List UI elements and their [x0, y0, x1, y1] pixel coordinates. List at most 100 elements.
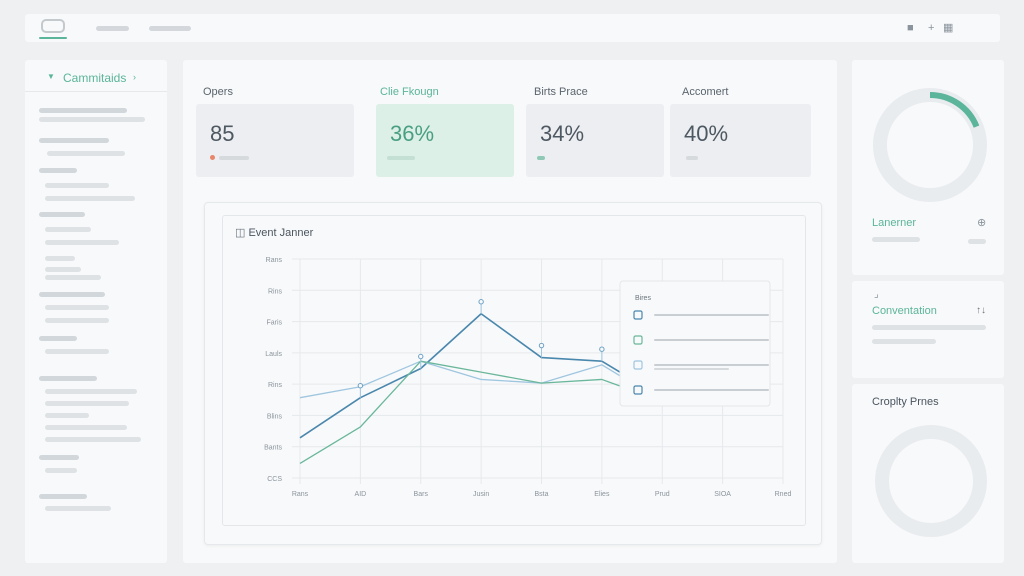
caret-down-icon: ▼	[47, 72, 55, 81]
y-tick-label: Blins	[267, 413, 283, 420]
sidebar-item-sub[interactable]	[45, 468, 77, 473]
popup-title: Bires	[635, 295, 651, 302]
stat-card-opers[interactable]: 85	[196, 104, 354, 177]
sidebar: ▼ Cammitaids ›	[25, 60, 167, 563]
donut-chart	[875, 425, 987, 537]
sidebar-item-sub[interactable]	[45, 506, 111, 511]
panel-title: Conventation	[872, 305, 937, 317]
panel-lanerner: Lanerner ⊕	[852, 60, 1004, 275]
sidebar-item[interactable]	[39, 292, 105, 297]
nav-item-1[interactable]	[96, 26, 129, 31]
y-tick-label: Rins	[268, 382, 283, 389]
point-marker	[418, 353, 424, 360]
stat-caption	[537, 156, 545, 160]
sidebar-item-sub[interactable]	[45, 275, 101, 280]
y-tick-label: Bants	[264, 445, 282, 452]
sidebar-item[interactable]	[39, 138, 109, 143]
plus-icon[interactable]: +	[928, 22, 935, 34]
sidebar-item[interactable]	[39, 212, 85, 217]
stat-label-opers: Opers	[203, 86, 233, 98]
cursor-icon: ⌟	[874, 289, 879, 300]
sidebar-item-sub[interactable]	[45, 267, 81, 272]
x-axis-labels: Rans AID Bars Jusin Bsta Elies Prud SIOA Rned	[292, 491, 792, 498]
sidebar-header[interactable]: ▼ Cammitaids ›	[25, 60, 167, 92]
sidebar-item[interactable]	[39, 168, 77, 173]
sidebar-item[interactable]	[39, 336, 77, 341]
stat-caption	[219, 156, 249, 160]
y-tick-label: Rins	[268, 288, 283, 295]
document-icon	[633, 335, 643, 345]
grid-icon[interactable]: ▦	[943, 22, 954, 34]
x-tick-label: Jusin	[473, 491, 489, 498]
top-bar: ■ + ▦	[25, 14, 1000, 42]
stat-caption	[686, 156, 698, 160]
collapse-icon[interactable]: ↑↓	[976, 305, 986, 316]
app-logo[interactable]	[41, 19, 65, 33]
sidebar-item-sub[interactable]	[39, 117, 145, 122]
info-icon[interactable]: ⊕	[977, 217, 987, 229]
chart-popup: Bires	[619, 280, 771, 407]
y-tick-label: Lauls	[265, 351, 282, 358]
sidebar-item-sub[interactable]	[45, 196, 135, 201]
stat-caption	[387, 156, 415, 160]
panel-caption-right	[968, 239, 986, 244]
panel-caption	[872, 237, 920, 242]
status-dot	[210, 155, 215, 160]
stat-value: 34%	[540, 121, 585, 146]
stat-value: 40%	[684, 121, 729, 146]
sidebar-item-sub[interactable]	[45, 318, 109, 323]
nav-item-2[interactable]	[149, 26, 191, 31]
stat-card-clie-fkougn[interactable]: 36%	[376, 104, 514, 177]
stat-card-accomert[interactable]: 40%	[670, 104, 811, 177]
panel-title: Lanerner	[872, 217, 917, 229]
sidebar-item[interactable]	[39, 108, 127, 113]
sidebar-item[interactable]	[39, 494, 87, 499]
sidebar-item-sub[interactable]	[45, 305, 109, 310]
x-tick-label: Prud	[655, 491, 670, 498]
x-tick-label: AID	[355, 491, 367, 498]
x-tick-label: Rned	[775, 491, 792, 498]
gauge-progress-arc	[929, 92, 980, 128]
chevron-right-icon: ›	[133, 72, 136, 82]
x-tick-label: Rans	[292, 491, 309, 498]
bookmark-icon[interactable]: ■	[907, 22, 914, 34]
sidebar-item-sub[interactable]	[45, 389, 137, 394]
sidebar-item-sub[interactable]	[45, 240, 119, 245]
sidebar-item-sub[interactable]	[45, 425, 127, 430]
sidebar-item-sub[interactable]	[45, 183, 109, 188]
panel-title: Croplty Prnes	[872, 396, 939, 408]
sidebar-item-sub[interactable]	[45, 227, 91, 232]
sidebar-item-sub[interactable]	[45, 413, 89, 418]
chart-card: ◫ Event Janner Rans Rins Faris Lauls Rins Bli…	[204, 202, 822, 545]
x-tick-label: SIOA	[714, 491, 731, 498]
series-line	[299, 360, 663, 464]
sidebar-item[interactable]	[39, 455, 79, 460]
image-icon	[633, 310, 643, 320]
line-chart: Rans Rins Faris Lauls Rins Blins Bants CCS Rans…	[264, 257, 792, 498]
sidebar-item-sub[interactable]	[45, 401, 129, 406]
sidebar-item-sub[interactable]	[45, 349, 109, 354]
point-marker	[599, 346, 605, 352]
sidebar-item-sub[interactable]	[47, 151, 125, 156]
y-axis-labels: Rans Rins Faris Lauls Rins Blins Bants CCS	[264, 257, 282, 483]
sidebar-item[interactable]	[39, 376, 97, 381]
donut-gauge	[873, 88, 987, 202]
x-tick-label: Bars	[414, 491, 429, 498]
x-tick-label: Elies	[594, 491, 610, 498]
panel-bar	[872, 339, 936, 344]
chart-title: ◫ Event Janner	[235, 226, 313, 239]
y-tick-label: CCS	[267, 476, 282, 483]
stat-label-birts-prace: Birts Prace	[534, 86, 588, 98]
panel-bar	[872, 325, 986, 330]
chart-panel: ◫ Event Janner Rans Rins Faris Lauls Rins Bli…	[222, 215, 806, 526]
sidebar-item-sub[interactable]	[45, 256, 75, 261]
point-marker	[478, 299, 484, 305]
x-tick-label: Bsta	[534, 491, 548, 498]
chart-markers	[357, 299, 605, 398]
sidebar-item-sub[interactable]	[45, 437, 141, 442]
stat-label-clie-fkougn: Clie Fkougn	[380, 86, 439, 98]
stat-card-birts-prace[interactable]: 34%	[526, 104, 664, 177]
stat-label-accomert: Accomert	[682, 86, 729, 98]
panel-croplty-prnes: Croplty Prnes	[852, 384, 1004, 563]
calendar-icon: ◫	[235, 227, 246, 239]
